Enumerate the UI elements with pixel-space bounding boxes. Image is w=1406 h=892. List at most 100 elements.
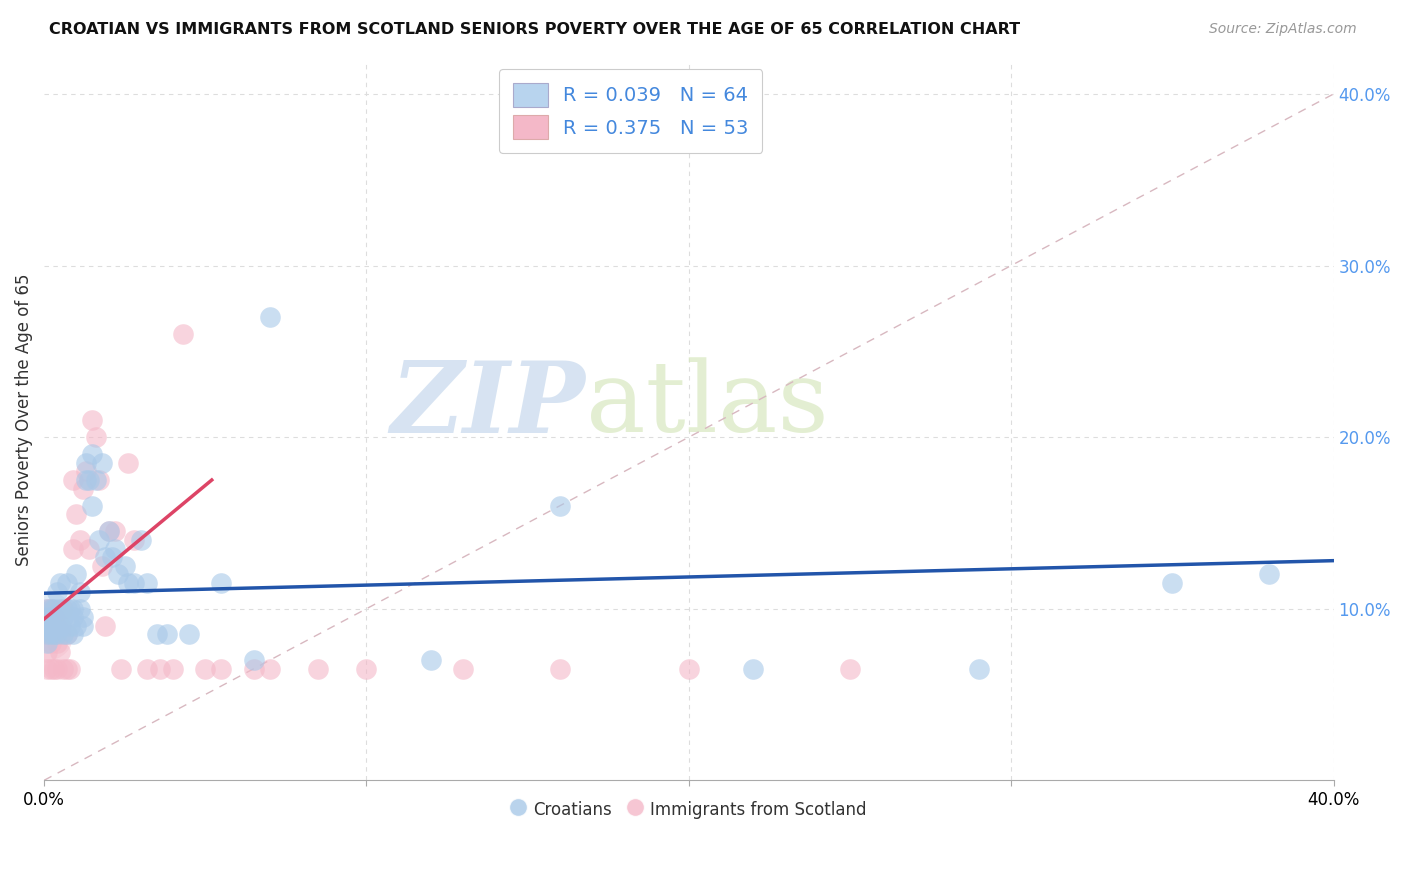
Point — [39, 636, 62, 650]
Point — [104, 541, 127, 556]
Point — [37, 601, 59, 615]
Point — [242, 653, 264, 667]
Point — [259, 662, 281, 676]
Point — [97, 524, 120, 539]
Point — [65, 567, 87, 582]
Point — [149, 662, 172, 676]
Point — [72, 610, 94, 624]
Point — [84, 473, 107, 487]
Point — [742, 662, 765, 676]
Point — [1258, 567, 1281, 582]
Point — [82, 499, 104, 513]
Point — [55, 627, 77, 641]
Point — [82, 447, 104, 461]
Point — [62, 627, 84, 641]
Point — [124, 533, 146, 547]
Point — [172, 327, 194, 342]
Point — [65, 619, 87, 633]
Point — [37, 627, 59, 641]
Point — [39, 619, 62, 633]
Point — [97, 524, 120, 539]
Point — [59, 619, 82, 633]
Point — [42, 619, 65, 633]
Point — [84, 430, 107, 444]
Point — [49, 576, 72, 591]
Point — [65, 508, 87, 522]
Point — [179, 627, 201, 641]
Point — [82, 413, 104, 427]
Y-axis label: Seniors Poverty Over the Age of 65: Seniors Poverty Over the Age of 65 — [15, 274, 32, 566]
Point — [75, 456, 97, 470]
Point — [46, 627, 69, 641]
Point — [46, 662, 69, 676]
Point — [62, 610, 84, 624]
Point — [52, 610, 75, 624]
Point — [62, 541, 84, 556]
Point — [52, 601, 75, 615]
Point — [59, 601, 82, 615]
Point — [37, 610, 59, 624]
Point — [49, 619, 72, 633]
Point — [967, 662, 990, 676]
Point — [548, 662, 571, 676]
Point — [162, 662, 184, 676]
Point — [307, 662, 329, 676]
Text: CROATIAN VS IMMIGRANTS FROM SCOTLAND SENIORS POVERTY OVER THE AGE OF 65 CORRELAT: CROATIAN VS IMMIGRANTS FROM SCOTLAND SEN… — [49, 22, 1021, 37]
Point — [77, 473, 100, 487]
Point — [46, 619, 69, 633]
Point — [72, 482, 94, 496]
Point — [39, 627, 62, 641]
Point — [46, 636, 69, 650]
Point — [87, 473, 110, 487]
Point — [39, 619, 62, 633]
Point — [356, 662, 378, 676]
Point — [194, 662, 217, 676]
Legend: Croatians, Immigrants from Scotland: Croatians, Immigrants from Scotland — [505, 792, 873, 826]
Point — [75, 473, 97, 487]
Point — [94, 550, 117, 565]
Point — [104, 524, 127, 539]
Point — [37, 627, 59, 641]
Point — [39, 662, 62, 676]
Point — [242, 662, 264, 676]
Point — [107, 567, 129, 582]
Point — [136, 576, 159, 591]
Point — [136, 662, 159, 676]
Point — [75, 465, 97, 479]
Point — [52, 627, 75, 641]
Point — [420, 653, 443, 667]
Point — [839, 662, 862, 676]
Point — [42, 627, 65, 641]
Point — [37, 627, 59, 641]
Point — [46, 584, 69, 599]
Point — [52, 662, 75, 676]
Point — [69, 601, 91, 615]
Point — [678, 662, 700, 676]
Point — [37, 644, 59, 658]
Point — [42, 601, 65, 615]
Point — [37, 619, 59, 633]
Point — [101, 550, 124, 565]
Point — [49, 601, 72, 615]
Point — [110, 662, 132, 676]
Point — [77, 541, 100, 556]
Point — [259, 310, 281, 324]
Point — [42, 662, 65, 676]
Point — [451, 662, 474, 676]
Point — [37, 610, 59, 624]
Point — [62, 473, 84, 487]
Point — [55, 601, 77, 615]
Point — [1161, 576, 1184, 591]
Point — [46, 610, 69, 624]
Point — [117, 576, 139, 591]
Point — [87, 533, 110, 547]
Point — [94, 619, 117, 633]
Point — [91, 558, 114, 573]
Point — [117, 456, 139, 470]
Point — [209, 662, 232, 676]
Text: Source: ZipAtlas.com: Source: ZipAtlas.com — [1209, 22, 1357, 37]
Point — [59, 662, 82, 676]
Point — [55, 662, 77, 676]
Point — [37, 662, 59, 676]
Text: atlas: atlas — [586, 358, 828, 453]
